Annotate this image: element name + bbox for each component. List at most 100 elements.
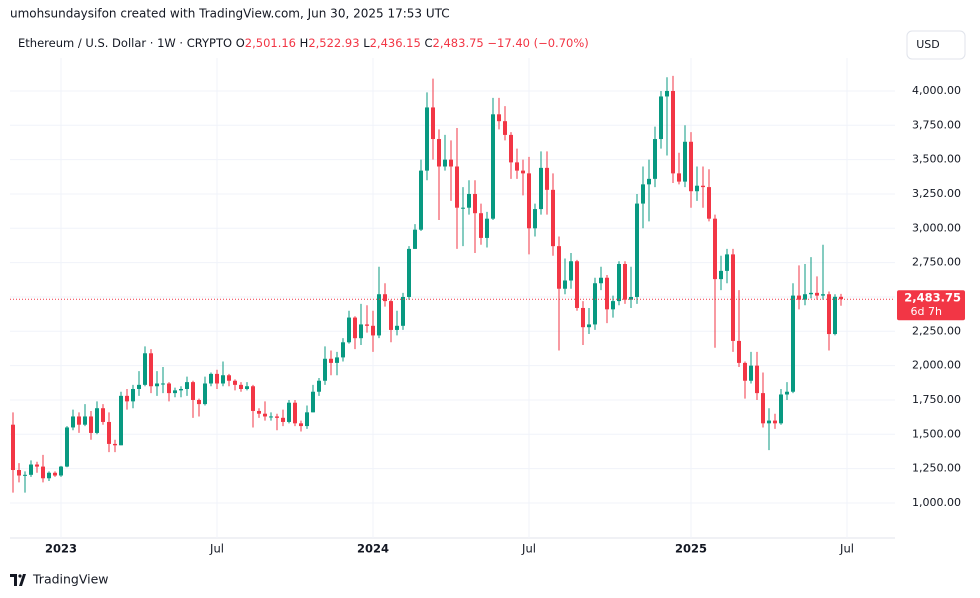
candle-body: [449, 159, 453, 167]
candle-body: [377, 294, 381, 336]
candle-body: [683, 141, 687, 182]
candle-body: [305, 412, 309, 427]
logo: [10, 574, 26, 586]
candle-body: [641, 184, 645, 204]
y-tick-label: 2,250.00: [912, 324, 961, 337]
candle-body: [659, 96, 663, 140]
close-prefix: C: [424, 36, 432, 50]
candle-body: [719, 270, 723, 280]
candle-body: [455, 166, 459, 208]
candle-body: [425, 107, 429, 171]
candle-body: [539, 167, 543, 210]
candle-body: [137, 384, 141, 389]
candle-body: [113, 443, 117, 446]
candle-body: [281, 417, 285, 422]
candle-body: [347, 317, 351, 343]
candle-body: [365, 324, 369, 326]
candle-body: [617, 264, 621, 302]
candles: [11, 75, 843, 493]
open: 2,501.16: [245, 36, 296, 50]
candle-body: [383, 294, 387, 302]
y-tick-label: 2,000.00: [912, 359, 961, 372]
candle-body: [41, 466, 45, 479]
candle-body: [809, 292, 813, 295]
candle-body: [59, 466, 63, 476]
candle-body: [179, 388, 183, 391]
x-tick-label: 2023: [45, 542, 77, 556]
candle-body: [821, 294, 825, 296]
low-prefix: L: [363, 36, 370, 50]
candle-body: [263, 413, 267, 417]
candle-body: [413, 229, 417, 249]
x-tick-label: Jul: [521, 542, 536, 556]
candle-body: [317, 380, 321, 392]
last-price-box: [897, 290, 965, 321]
legend: Ethereum / U.S. Dollar · 1W · CRYPTO O2,…: [18, 36, 589, 50]
y-tick-label: 2,750.00: [912, 256, 961, 269]
candle-body: [671, 90, 675, 174]
candle-body: [737, 340, 741, 363]
candle-body: [557, 246, 561, 289]
grid: [10, 58, 895, 538]
open-prefix: O: [236, 36, 245, 50]
last-price-label: 2,483.75: [904, 291, 961, 305]
y-tick-label: 1,000.00: [912, 496, 961, 509]
candle-body: [575, 261, 579, 308]
high-prefix: H: [300, 36, 309, 50]
y-tick-label: 1,250.00: [912, 462, 961, 475]
candle-body: [353, 317, 357, 339]
candle-body: [323, 358, 327, 381]
candle-body: [629, 296, 633, 300]
candle-body: [701, 185, 705, 188]
candle-body: [833, 296, 837, 335]
candle-body: [155, 383, 159, 387]
candle-body: [791, 295, 795, 392]
x-tick-label: Jul: [209, 542, 224, 556]
countdown: 6d 7h: [911, 305, 942, 318]
currency-label[interactable]: USD: [916, 38, 940, 51]
candle-body: [245, 386, 249, 389]
candle-body: [251, 386, 255, 411]
candle-body: [311, 391, 315, 413]
candle-body: [497, 114, 501, 122]
y-tick-label: 3,750.00: [912, 118, 961, 131]
candle-body: [827, 294, 831, 335]
candle-body: [527, 173, 531, 229]
candle-body: [815, 292, 819, 296]
candle-body: [647, 178, 651, 185]
y-tick-label: 3,500.00: [912, 153, 961, 166]
candle-body: [545, 167, 549, 190]
candle-body: [233, 380, 237, 385]
candle-body: [581, 307, 585, 328]
candle-body: [419, 170, 423, 230]
candle-body: [689, 141, 693, 192]
y-tick-label: 1,750.00: [912, 393, 961, 406]
candle-body: [71, 416, 75, 428]
candle-body: [743, 362, 747, 381]
y-tick-label: 1,500.00: [912, 427, 961, 440]
candle-body: [197, 399, 201, 405]
candle-body: [395, 325, 399, 330]
candle-body: [563, 280, 567, 289]
candle-body: [635, 203, 639, 297]
candle-body: [257, 410, 261, 414]
candle-body: [731, 254, 735, 341]
candle-body: [431, 107, 435, 140]
candle-body: [515, 162, 519, 171]
candle-body: [77, 416, 81, 425]
candle-body: [359, 324, 363, 339]
candle-body: [551, 189, 555, 247]
candle-body: [653, 139, 657, 179]
candle-body: [221, 375, 225, 384]
candle-body: [89, 416, 93, 433]
low: 2,436.15: [370, 36, 421, 50]
candle-body: [761, 393, 765, 424]
candle-body: [35, 464, 39, 467]
candle-body: [185, 382, 189, 389]
currency-button[interactable]: [906, 30, 966, 60]
candle-body: [119, 395, 123, 446]
candle-body: [227, 375, 231, 381]
candle-body: [749, 365, 753, 381]
candle-body: [479, 213, 483, 238]
